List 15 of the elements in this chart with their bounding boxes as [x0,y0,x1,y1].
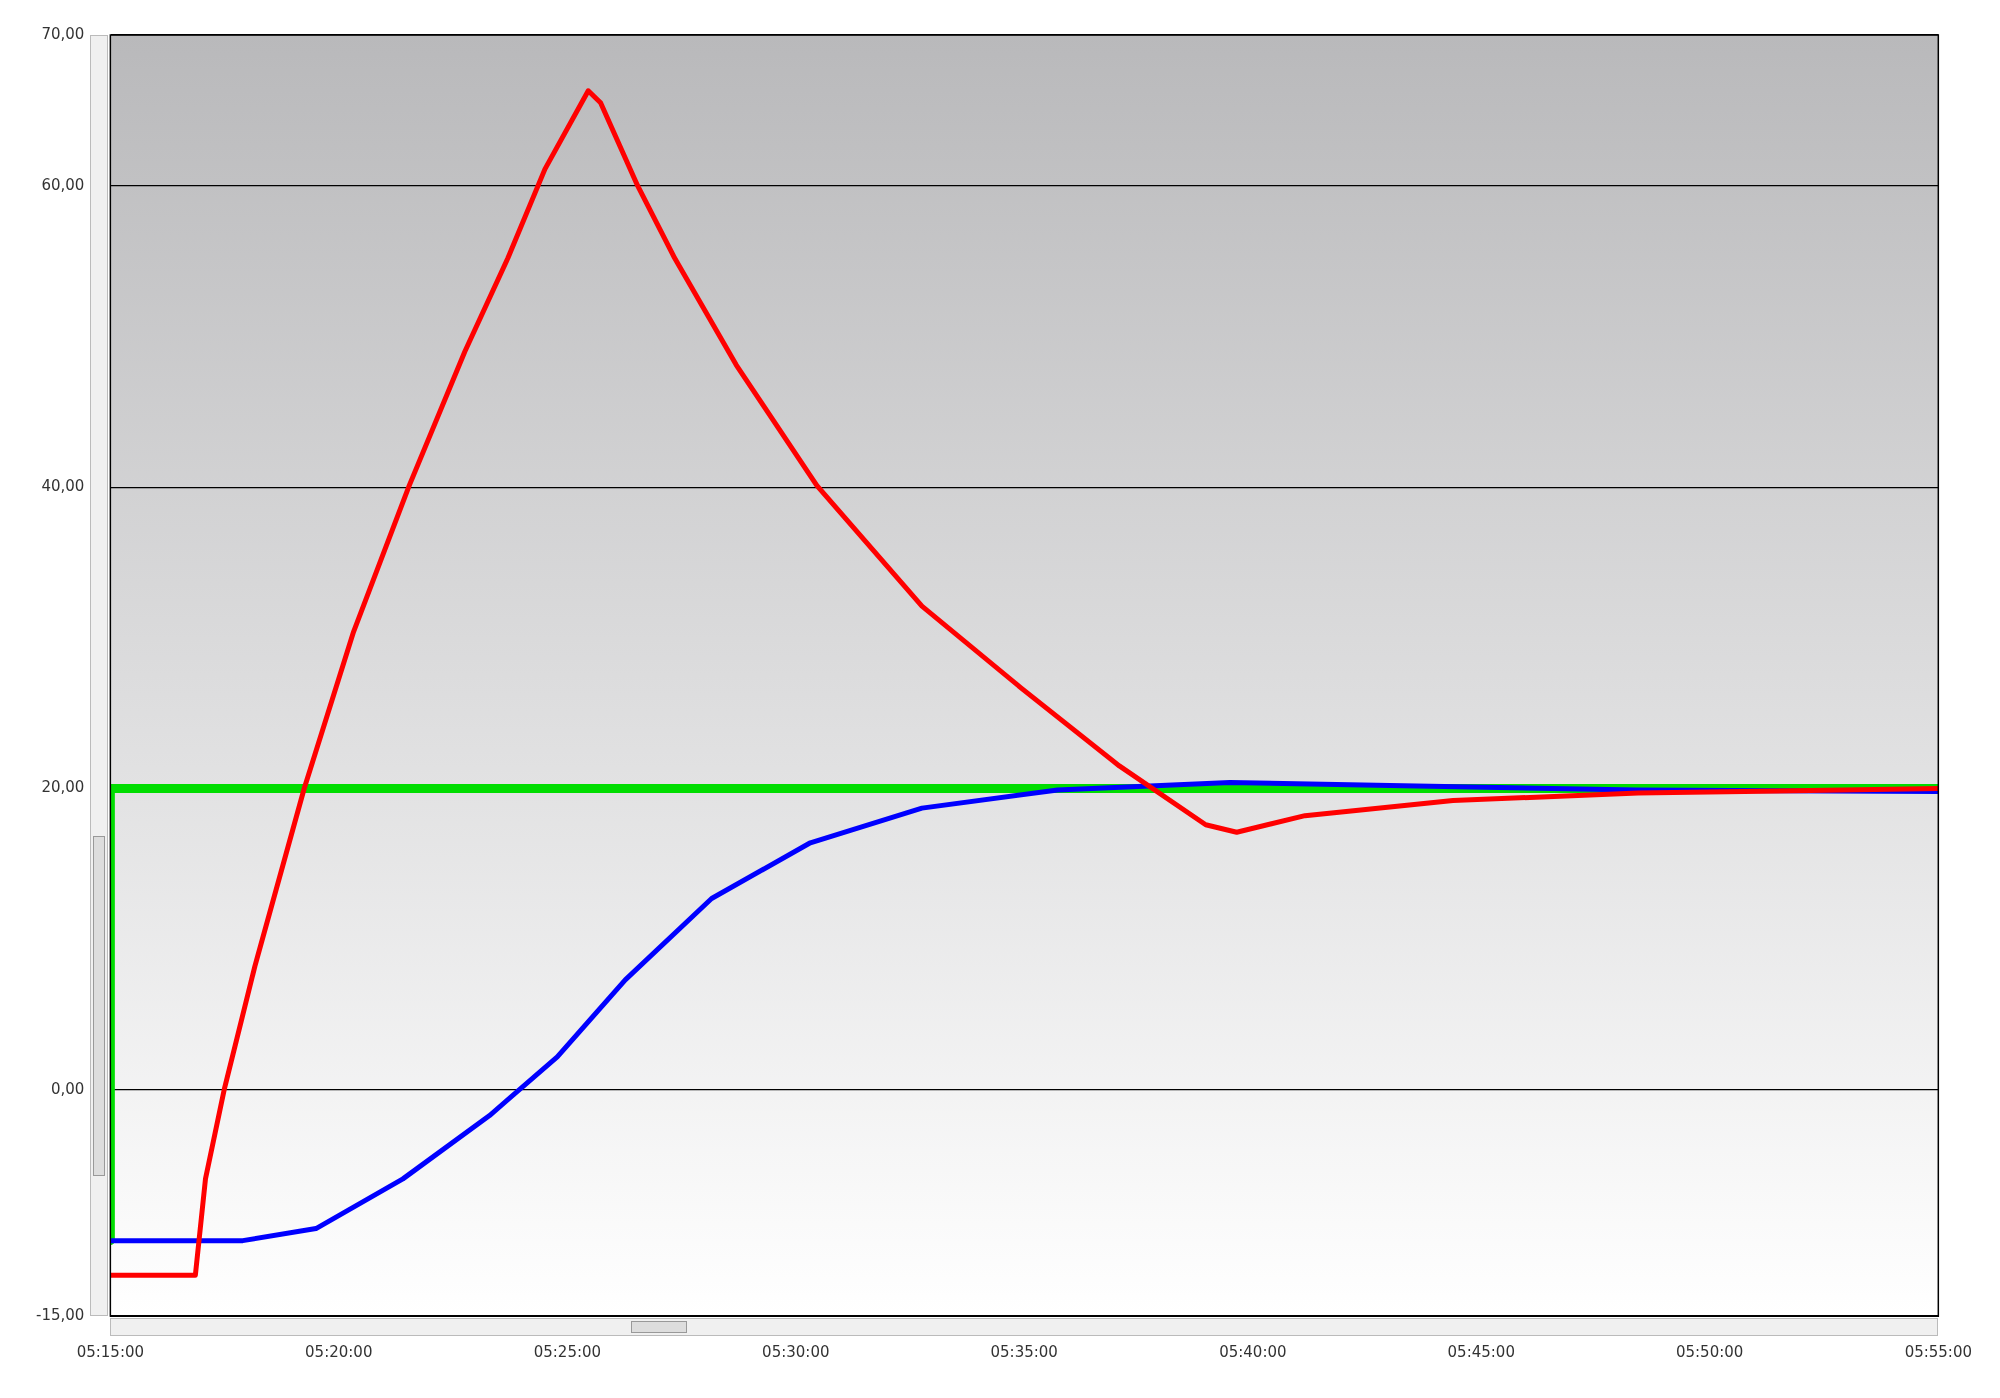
x-tick-label: 05:15:00 [76,1342,145,1361]
x-tick-label: 05:45:00 [1447,1342,1515,1361]
x-tick-label: 05:35:00 [990,1342,1058,1361]
x-tick-label: 05:25:00 [533,1342,602,1361]
y-tick-label: 40,00 [41,477,85,496]
x-tick-label: 05:40:00 [1219,1342,1287,1361]
y-tick-label: 20,00 [41,778,85,797]
x-tick-label: 05:50:00 [1675,1342,1744,1361]
y-tick-label: 60,00 [41,175,85,194]
y-tick-label: 70,00 [41,24,85,43]
x-tick-label: 05:55:00 [1904,1342,1972,1361]
x-tick-label: 05:20:00 [305,1342,373,1361]
y-tick-label: 0,00 [50,1079,85,1098]
y-tick-label: -15,00 [36,1305,85,1324]
x-tick-label: 05:30:00 [762,1342,830,1361]
